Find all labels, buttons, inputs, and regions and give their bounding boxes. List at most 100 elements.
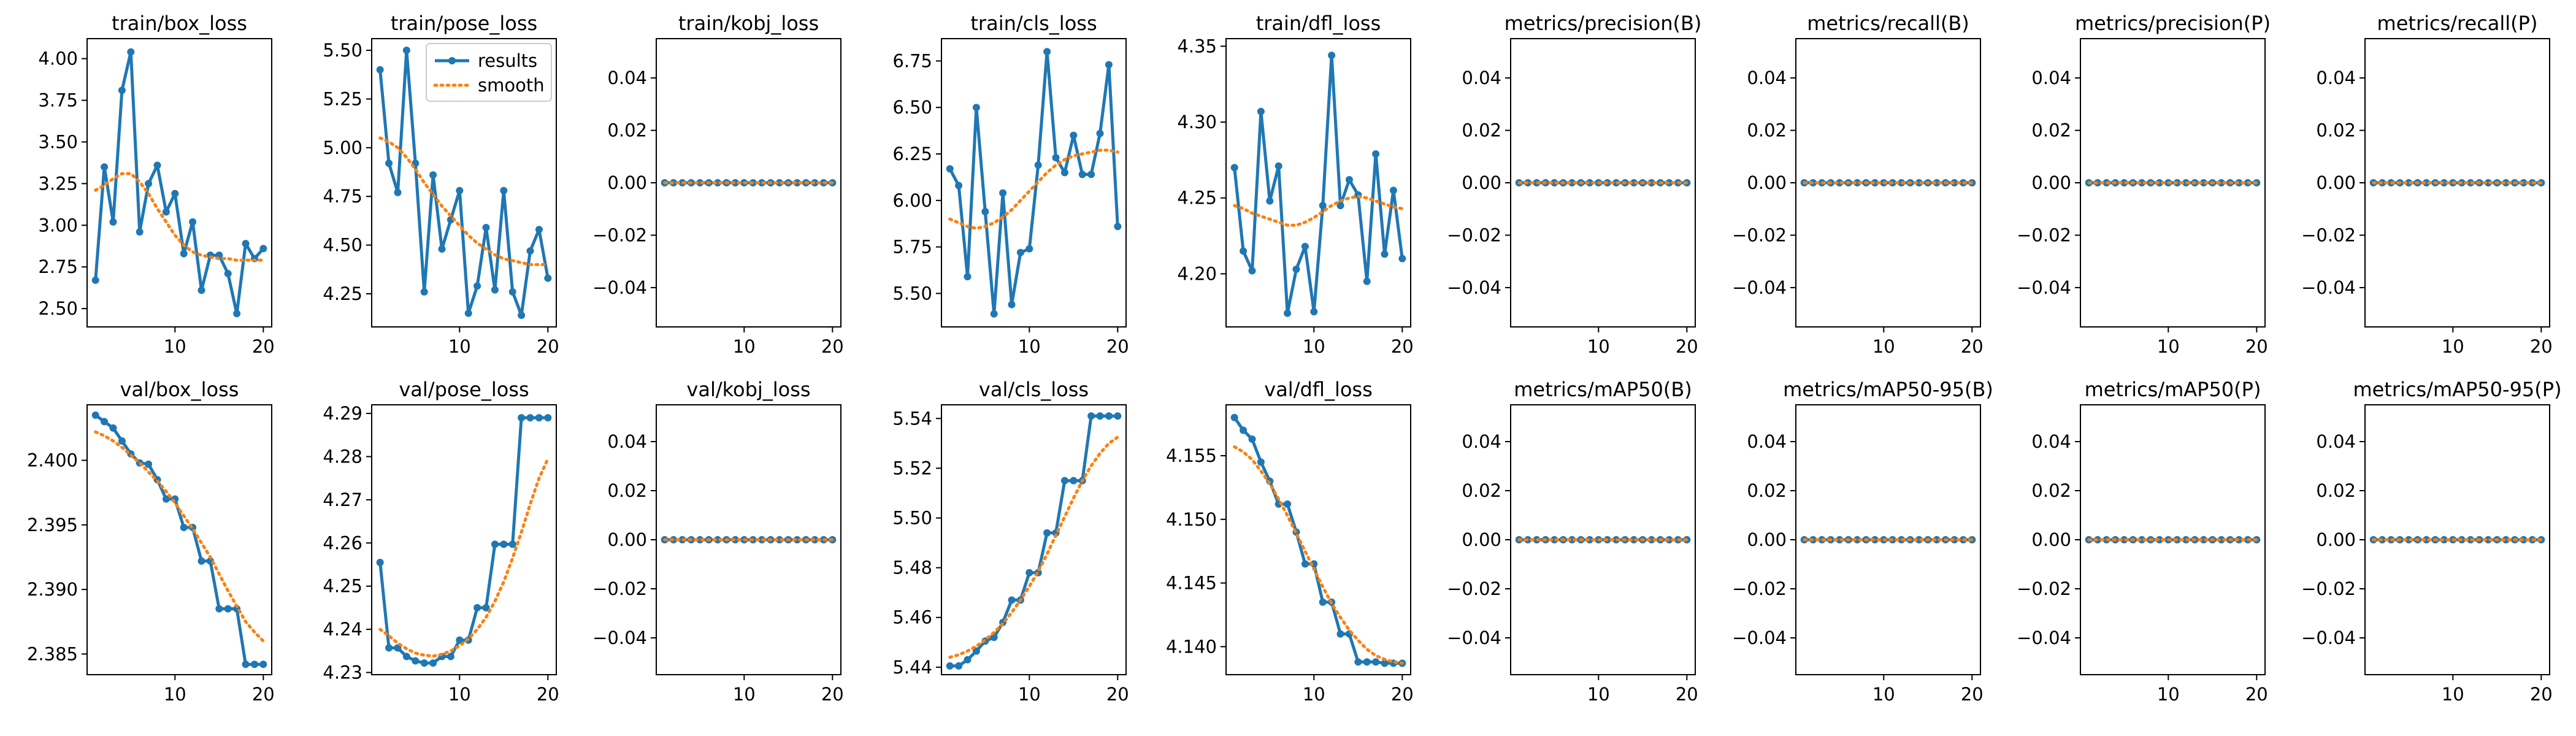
y-tick-label: 0.02	[2316, 480, 2356, 501]
axes-frame	[941, 38, 1127, 328]
series-results-point	[1266, 197, 1274, 205]
legend-smooth-label: smooth	[478, 75, 545, 96]
series-results-point	[2217, 536, 2225, 543]
x-tick-label: 20	[1676, 336, 1698, 357]
y-tick-label: 0.00	[2316, 172, 2356, 193]
x-tick-label: 20	[1106, 684, 1129, 705]
series-results-point	[1630, 179, 1638, 186]
series-results-point	[473, 604, 481, 611]
series-results-point	[473, 282, 481, 290]
subplot-title: metrics/precision(B)	[1505, 12, 1702, 35]
series-results-point	[990, 310, 998, 318]
series-smooth-line	[948, 148, 1119, 230]
series-results-point	[500, 540, 508, 548]
y-tick-label: 0.00	[1747, 529, 1787, 550]
axes-frame	[371, 404, 557, 675]
series-results-point	[1060, 169, 1068, 177]
series-results-point	[2502, 536, 2510, 543]
series-results-point	[964, 273, 972, 281]
series-results-point	[1853, 536, 1861, 543]
series-results-point	[420, 659, 428, 667]
series-results-point	[2199, 536, 2207, 543]
series-results-point	[215, 605, 223, 613]
subplot-3: train/cls_loss 10 20 5.50 5.75 6.00 6.25 6.50 6.…	[892, 12, 1129, 357]
subplot-15: metrics/mAP50-95(B) 10 20 −0.04 −0.02 0.00 0.0…	[1732, 378, 1993, 705]
x-tick-label: 10	[733, 336, 756, 357]
series-results-point	[197, 557, 205, 565]
subplot-title: metrics/recall(P)	[2377, 12, 2538, 35]
series-results-line	[378, 48, 550, 317]
series-results-point	[2484, 536, 2492, 543]
series-results-point	[1310, 308, 1318, 316]
series-smooth-line	[378, 457, 550, 658]
x-tick-label: 20	[1391, 684, 1414, 705]
y-tick-label: 2.75	[38, 256, 78, 277]
x-tick-label: 20	[1961, 684, 1984, 705]
series-results-point	[1363, 658, 1371, 666]
y-tick-label: 0.00	[607, 529, 647, 550]
subplot-title: val/kobj_loss	[686, 378, 810, 401]
series-results-point	[999, 189, 1007, 197]
y-tick-label: 2.395	[27, 515, 78, 535]
series-results-point	[1363, 277, 1371, 285]
series-results-point	[171, 190, 179, 197]
series-results-point	[544, 274, 552, 282]
x-tick-label: 20	[2245, 684, 2268, 705]
series-results-point	[1248, 267, 1256, 275]
series-results-point	[1008, 596, 1016, 604]
y-tick-label: 4.75	[323, 186, 362, 207]
y-tick-label: 4.25	[323, 576, 362, 597]
y-tick-label: 5.44	[892, 657, 932, 678]
x-tick-label: 20	[821, 336, 844, 357]
series-results-point	[385, 644, 393, 652]
series-results-line	[94, 413, 264, 666]
y-tick-label: 0.00	[2031, 172, 2071, 193]
series-smooth-line	[948, 435, 1119, 659]
series-results-point	[1060, 477, 1068, 485]
series-results-point	[145, 180, 153, 188]
series-results-point	[376, 66, 384, 74]
series-results-point	[1933, 179, 1941, 186]
subplot-1: train/pose_loss 10 20 4.25 4.50 4.75 5.00 5.25 5…	[323, 12, 559, 357]
series-results-point	[1070, 477, 1078, 485]
x-tick-label: 10	[1018, 336, 1041, 357]
series-results-point	[402, 653, 410, 661]
subplot-12: val/cls_loss 10 20 5.44 5.46 5.48 5.50 5.52 5.54	[892, 378, 1129, 705]
x-tick-label: 10	[1303, 684, 1325, 705]
series-results-point	[1301, 560, 1309, 568]
subplot-6: metrics/recall(B) 10 20 −0.04 −0.02 0.00 0.02 0…	[1732, 12, 1984, 357]
y-tick-label: 0.00	[1462, 529, 1501, 550]
axes-frame	[86, 404, 272, 675]
series-results-point	[1087, 171, 1095, 178]
y-tick-label: 4.30	[1177, 112, 1217, 132]
y-tick-label: −0.02	[1447, 578, 1501, 599]
series-results-line	[94, 50, 265, 315]
series-smooth-line	[1233, 445, 1404, 665]
series-results-point	[1319, 202, 1327, 210]
series-results-point	[946, 662, 954, 670]
y-tick-label: 5.50	[323, 40, 362, 61]
y-tick-label: 4.25	[323, 283, 362, 304]
series-results-point	[464, 309, 472, 317]
series-results-point	[775, 536, 783, 543]
y-tick-label: 0.04	[2031, 431, 2071, 452]
series-results-point	[518, 414, 526, 422]
series-results-point	[955, 182, 963, 190]
series-results-point	[972, 104, 980, 112]
y-tick-label: 0.04	[2316, 431, 2356, 452]
series-results-point	[1301, 242, 1309, 250]
y-tick-label: 5.46	[892, 607, 932, 628]
y-tick-label: 4.145	[1166, 573, 1217, 594]
series-results-point	[1257, 458, 1265, 466]
y-tick-label: 5.50	[892, 283, 932, 304]
series-results-point	[1647, 536, 1655, 543]
series-results-point	[981, 208, 989, 215]
series-results-line	[1233, 416, 1403, 665]
axes-frame	[86, 38, 272, 328]
series-results-point	[2138, 179, 2146, 186]
series-results-point	[2217, 179, 2225, 186]
y-tick-label: 0.02	[1747, 120, 1787, 141]
x-tick-label: 10	[1587, 336, 1610, 357]
x-tick-label: 20	[252, 684, 275, 705]
